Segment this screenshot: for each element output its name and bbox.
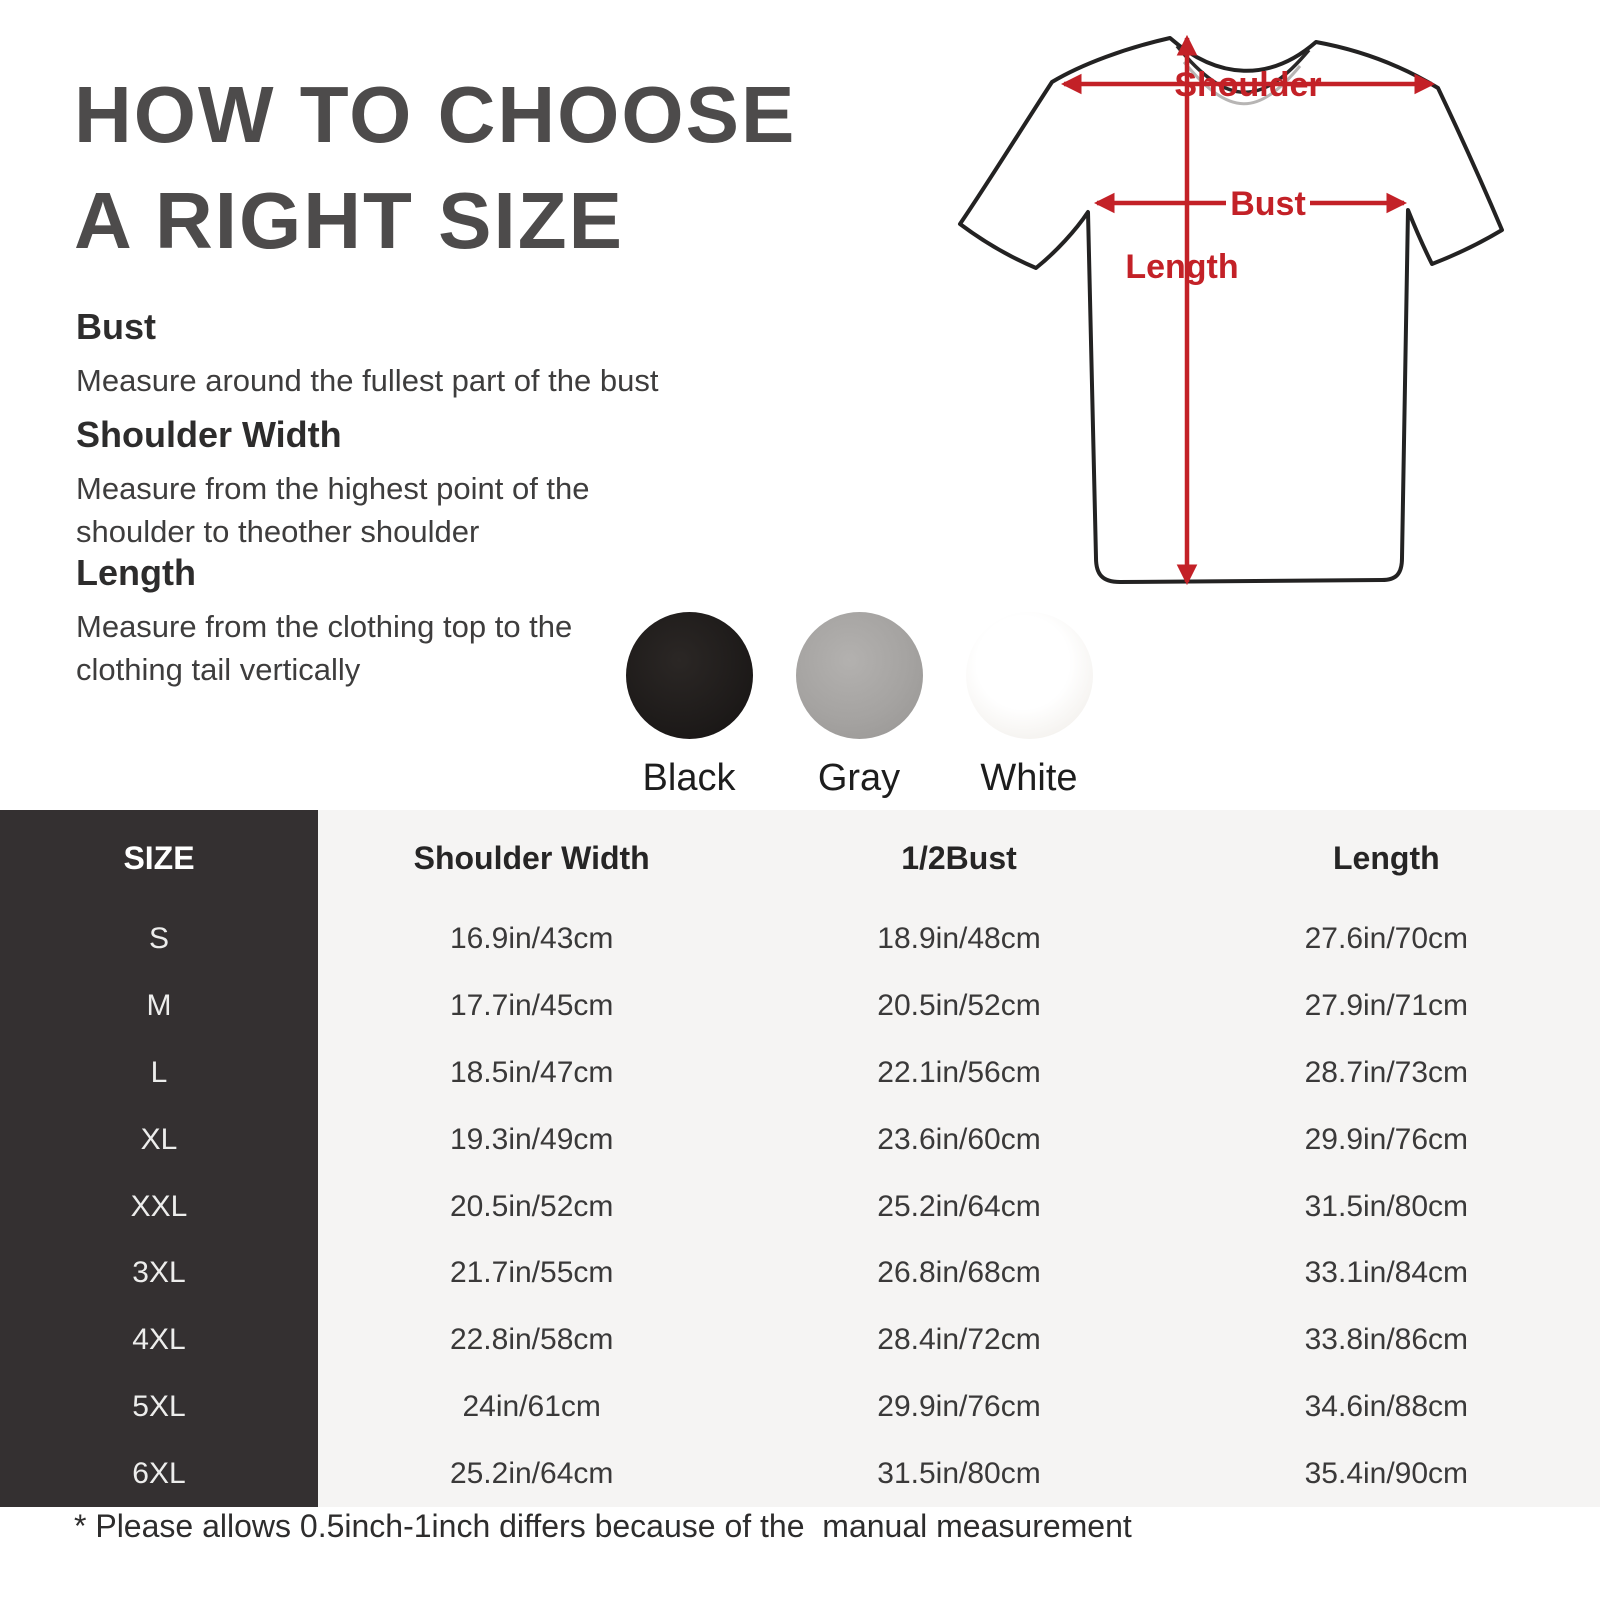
size-table: SIZE Shoulder Width 1/2Bust Length S 16.… <box>0 810 1600 1507</box>
header-size: SIZE <box>123 839 195 876</box>
cell-half-bust: 18.9in/48cm <box>877 922 1041 956</box>
page-title: HOW TO CHOOSE A RIGHT SIZE <box>74 70 797 266</box>
table-row: M 17.7in/45cm 20.5in/52cm 27.9in/71cm <box>0 973 1600 1040</box>
bust-text: Measure around the fullest part of the b… <box>76 363 659 398</box>
shoulder-instruction: Shoulder Width Measure from the highest … <box>76 414 716 554</box>
cell-half-bust: 23.6in/60cm <box>877 1122 1041 1156</box>
length-label: Length <box>1125 248 1238 286</box>
size-column-bg <box>0 810 318 1507</box>
cell-shoulder-width: 16.9in/43cm <box>449 922 614 956</box>
cell-size: 3XL <box>132 1256 186 1290</box>
table-row: 4XL 22.8in/58cm 28.4in/72cm 33.8in/86cm <box>0 1307 1600 1374</box>
shoulder-heading: Shoulder Width <box>76 414 342 455</box>
cell-half-bust: 25.2in/64cm <box>877 1189 1041 1223</box>
table-row: XL 19.3in/49cm 23.6in/60cm 29.9in/76cm <box>0 1106 1600 1173</box>
cell-half-bust: 29.9in/76cm <box>877 1389 1041 1423</box>
cell-size: XL <box>140 1122 178 1156</box>
table-row: 6XL 25.2in/64cm 31.5in/80cm 35.4in/90cm <box>0 1440 1600 1507</box>
cell-shoulder-width: 18.5in/47cm <box>449 1055 614 1089</box>
black-swatch-circle <box>625 612 753 739</box>
cell-shoulder-width: 21.7in/55cm <box>449 1256 614 1290</box>
cell-size: 4XL <box>132 1323 186 1357</box>
bust-heading: Bust <box>76 306 156 347</box>
gray-swatch-label: Gray <box>817 757 901 799</box>
shoulder-text: Measure from the highest point of the sh… <box>76 471 590 549</box>
cell-size: M <box>146 989 172 1023</box>
color-swatches: Black Gray White <box>624 612 1094 800</box>
table-row: 3XL 21.7in/55cm 26.8in/68cm 33.1in/84cm <box>0 1240 1600 1307</box>
table-row: 5XL 24in/61cm 29.9in/76cm 34.6in/88cm <box>0 1373 1600 1440</box>
table-row: XXL 20.5in/52cm 25.2in/64cm 31.5in/80cm <box>0 1173 1600 1240</box>
tshirt-measurement-diagram: Shoulder Bust Length <box>930 0 1530 620</box>
cell-length: 27.9in/71cm <box>1304 989 1469 1023</box>
bust-label: Bust <box>1230 185 1306 223</box>
white-swatch-circle <box>965 612 1093 739</box>
tshirt-outline <box>958 36 1504 584</box>
swatch-white: White <box>964 612 1094 800</box>
length-text: Measure from the clothing top to the clo… <box>76 609 573 687</box>
table-row: L 18.5in/47cm 22.1in/56cm 28.7in/73cm <box>0 1040 1600 1107</box>
swatch-gray: Gray <box>794 612 924 800</box>
measurement-disclaimer: * Please allows 0.5inch-1inch differs be… <box>74 1508 1132 1544</box>
cell-shoulder-width: 24in/61cm <box>462 1389 601 1423</box>
swatch-black: Black <box>624 612 754 800</box>
cell-shoulder-width: 20.5in/52cm <box>449 1189 614 1223</box>
header-length: Length <box>1333 839 1440 876</box>
length-heading: Length <box>76 552 196 593</box>
cell-size: L <box>150 1055 168 1089</box>
cell-length: 29.9in/76cm <box>1304 1122 1469 1156</box>
tshirt-diagram-svg: Shoulder Bust Length <box>958 34 1504 586</box>
length-instruction: Length Measure from the clothing top to … <box>76 552 716 692</box>
cell-shoulder-width: 25.2in/64cm <box>449 1456 614 1490</box>
header-half-bust: 1/2Bust <box>901 839 1017 876</box>
cell-size: 5XL <box>132 1389 186 1423</box>
cell-half-bust: 20.5in/52cm <box>877 989 1041 1023</box>
cell-length: 33.1in/84cm <box>1304 1256 1469 1290</box>
bust-instruction: Bust Measure around the fullest part of … <box>76 306 716 403</box>
cell-size: 6XL <box>132 1456 186 1490</box>
cell-length: 28.7in/73cm <box>1304 1055 1469 1089</box>
cell-size: S <box>148 922 169 956</box>
cell-half-bust: 22.1in/56cm <box>877 1055 1041 1089</box>
cell-length: 27.6in/70cm <box>1304 922 1469 956</box>
white-swatch-label: White <box>980 757 1078 799</box>
cell-half-bust: 26.8in/68cm <box>877 1256 1041 1290</box>
header-shoulder-width: Shoulder Width <box>413 839 650 876</box>
cell-length: 33.8in/86cm <box>1304 1323 1469 1357</box>
table-row: S 16.9in/43cm 18.9in/48cm 27.6in/70cm <box>0 906 1600 973</box>
cell-half-bust: 31.5in/80cm <box>877 1456 1041 1490</box>
cell-shoulder-width: 19.3in/49cm <box>449 1122 614 1156</box>
cell-shoulder-width: 22.8in/58cm <box>449 1323 614 1357</box>
cell-size: XXL <box>130 1189 188 1223</box>
black-swatch-label: Black <box>642 757 736 799</box>
size-table-header: SIZE Shoulder Width 1/2Bust Length <box>0 810 1600 906</box>
cell-shoulder-width: 17.7in/45cm <box>449 989 614 1023</box>
shoulder-label: Shoulder <box>1174 66 1321 104</box>
cell-half-bust: 28.4in/72cm <box>877 1323 1041 1357</box>
cell-length: 34.6in/88cm <box>1304 1389 1469 1423</box>
cell-length: 31.5in/80cm <box>1304 1189 1469 1223</box>
gray-swatch-circle <box>795 612 923 739</box>
cell-length: 35.4in/90cm <box>1304 1456 1469 1490</box>
